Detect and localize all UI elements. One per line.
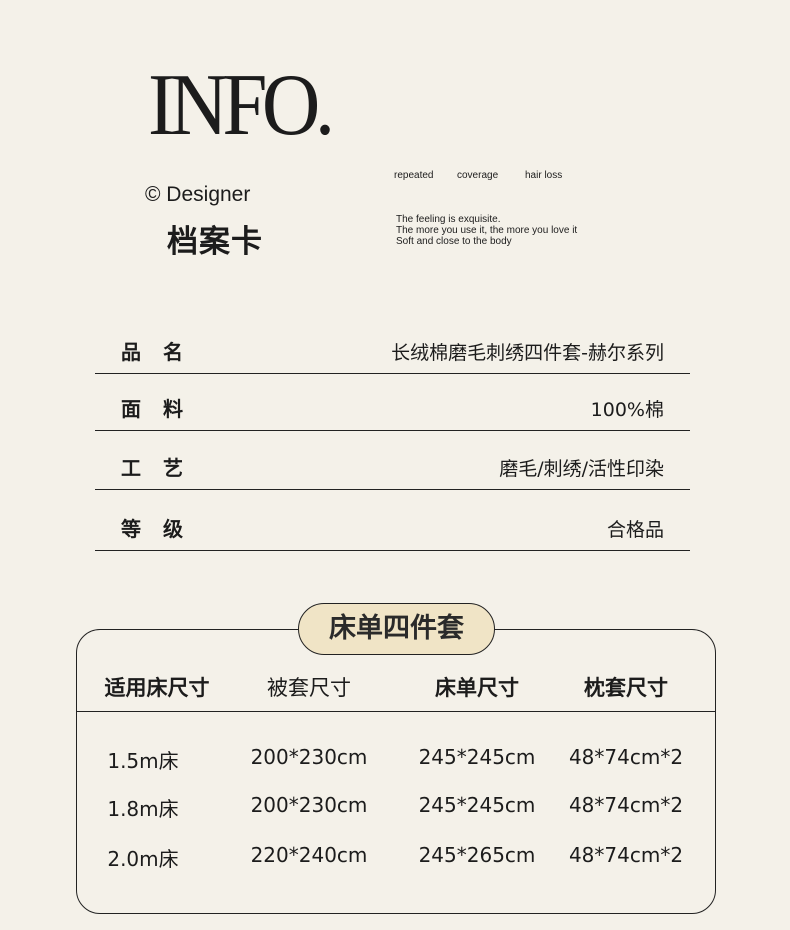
table-cell: 48*74cm*2 (568, 745, 684, 769)
tag-hair-loss: hair loss (525, 170, 563, 181)
info-row-fabric: 面料 100%棉 (95, 390, 690, 431)
table-cell: 48*74cm*2 (568, 793, 684, 817)
column-header: 被套尺寸 (267, 676, 351, 700)
info-value: 合格品 (606, 519, 664, 541)
table-cell: 245*245cm (418, 745, 536, 769)
table-cell: 200*230cm (250, 793, 368, 817)
info-row-craft: 工艺 磨毛/刺绣/活性印染 (95, 449, 690, 490)
info-logo: INFO. (148, 57, 335, 154)
info-value: 磨毛/刺绣/活性印染 (499, 458, 664, 480)
info-row-grade: 等级 合格品 (95, 510, 690, 551)
card-title: 档案卡 (167, 224, 263, 260)
info-label: 等级 (121, 517, 205, 541)
info-row-name: 品名 长绒棉磨毛刺绣四件套-赫尔系列 (95, 333, 690, 374)
column-header: 适用床尺寸 (104, 676, 210, 700)
size-table-title: 床单四件套 (298, 603, 495, 655)
table-cell: 245*265cm (418, 843, 536, 867)
table-cell: 48*74cm*2 (568, 843, 684, 867)
info-label: 品名 (121, 340, 205, 364)
info-value: 长绒棉磨毛刺绣四件套-赫尔系列 (391, 342, 664, 364)
tagline-line: The feeling is exquisite. (396, 214, 501, 225)
table-cell: 220*240cm (250, 843, 368, 867)
designer-label: © Designer (145, 183, 251, 206)
table-cell: 2.0m床 (107, 847, 179, 871)
tag-coverage: coverage (457, 170, 499, 181)
table-cell: 1.5m床 (107, 749, 179, 773)
table-cell: 245*245cm (418, 793, 536, 817)
info-label: 工艺 (121, 456, 205, 480)
table-cell: 200*230cm (250, 745, 368, 769)
header-divider (76, 711, 716, 712)
column-header: 床单尺寸 (435, 676, 519, 700)
tagline-line: The more you use it, the more you love i… (396, 225, 578, 236)
info-label: 面料 (121, 397, 205, 421)
table-cell: 1.8m床 (107, 797, 179, 821)
tagline: The feeling is exquisite. The more you u… (396, 214, 577, 247)
info-value: 100%棉 (590, 399, 664, 421)
tagline-line: Soft and close to the body (396, 236, 512, 247)
column-header: 枕套尺寸 (584, 676, 668, 700)
tag-repeated: repeated (394, 170, 434, 181)
